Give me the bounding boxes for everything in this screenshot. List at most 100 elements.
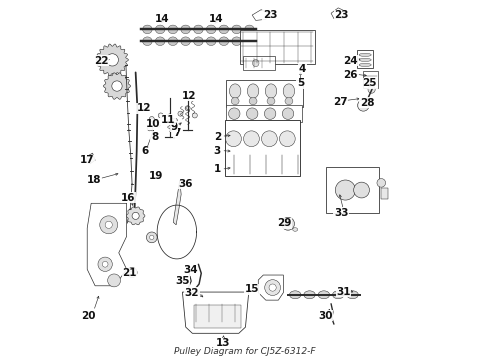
Circle shape <box>98 257 112 271</box>
Circle shape <box>132 212 139 219</box>
Text: 3: 3 <box>214 146 221 156</box>
Circle shape <box>265 108 276 120</box>
Ellipse shape <box>247 84 259 98</box>
Ellipse shape <box>359 53 371 57</box>
Circle shape <box>127 267 137 278</box>
Text: 35: 35 <box>175 276 190 286</box>
Ellipse shape <box>168 25 178 34</box>
Text: 29: 29 <box>277 218 292 228</box>
Circle shape <box>192 113 197 118</box>
Text: 19: 19 <box>149 171 163 181</box>
Circle shape <box>178 111 183 116</box>
Text: 5: 5 <box>297 78 304 88</box>
Ellipse shape <box>229 84 241 98</box>
Circle shape <box>105 221 112 228</box>
Ellipse shape <box>194 37 203 45</box>
Polygon shape <box>96 44 128 76</box>
Ellipse shape <box>265 84 277 98</box>
Polygon shape <box>103 73 130 99</box>
Ellipse shape <box>283 84 294 98</box>
Ellipse shape <box>347 291 358 299</box>
Polygon shape <box>85 153 95 164</box>
Ellipse shape <box>249 98 257 105</box>
Text: 15: 15 <box>245 284 259 294</box>
Ellipse shape <box>304 291 315 299</box>
Ellipse shape <box>181 25 191 34</box>
Ellipse shape <box>155 37 165 45</box>
Ellipse shape <box>252 59 259 67</box>
Text: 23: 23 <box>263 10 277 20</box>
Circle shape <box>100 216 118 234</box>
Text: 9: 9 <box>171 122 177 132</box>
Ellipse shape <box>359 63 371 67</box>
Circle shape <box>147 232 157 243</box>
Ellipse shape <box>232 37 242 45</box>
Circle shape <box>141 106 147 111</box>
Ellipse shape <box>232 25 242 34</box>
Circle shape <box>172 118 177 123</box>
Text: 34: 34 <box>183 265 198 275</box>
Text: 2: 2 <box>214 132 221 142</box>
Polygon shape <box>126 207 145 225</box>
Circle shape <box>354 182 369 198</box>
Text: 8: 8 <box>151 132 158 142</box>
Ellipse shape <box>206 37 216 45</box>
Circle shape <box>130 270 134 275</box>
Text: 24: 24 <box>343 56 358 66</box>
FancyBboxPatch shape <box>224 120 300 176</box>
Polygon shape <box>173 180 181 225</box>
Ellipse shape <box>318 291 330 299</box>
Text: 27: 27 <box>333 97 347 107</box>
Circle shape <box>262 131 277 147</box>
Text: 14: 14 <box>209 14 223 24</box>
FancyBboxPatch shape <box>364 71 378 88</box>
Text: 10: 10 <box>147 120 161 129</box>
Ellipse shape <box>181 37 191 45</box>
Circle shape <box>112 81 122 91</box>
Text: 6: 6 <box>141 146 148 156</box>
Text: 23: 23 <box>335 10 349 20</box>
Text: 12: 12 <box>182 91 196 101</box>
Text: 14: 14 <box>155 14 170 24</box>
Text: 25: 25 <box>363 78 377 88</box>
FancyBboxPatch shape <box>381 188 389 199</box>
Circle shape <box>149 117 154 122</box>
Ellipse shape <box>285 98 293 105</box>
FancyBboxPatch shape <box>357 50 373 68</box>
Text: 31: 31 <box>336 287 351 297</box>
Ellipse shape <box>290 291 301 299</box>
Text: 28: 28 <box>360 98 374 108</box>
Text: 26: 26 <box>343 70 358 80</box>
Circle shape <box>269 284 276 291</box>
Circle shape <box>185 106 190 111</box>
Circle shape <box>102 261 108 267</box>
Ellipse shape <box>194 25 203 34</box>
Circle shape <box>282 217 294 230</box>
Ellipse shape <box>143 25 152 34</box>
Text: 7: 7 <box>173 128 180 138</box>
FancyBboxPatch shape <box>226 81 303 107</box>
FancyBboxPatch shape <box>240 30 315 64</box>
Ellipse shape <box>245 25 254 34</box>
Polygon shape <box>87 203 126 286</box>
Text: Pulley Diagram for CJ5Z-6312-F: Pulley Diagram for CJ5Z-6312-F <box>174 347 316 356</box>
Text: 33: 33 <box>334 208 348 218</box>
Circle shape <box>156 122 161 127</box>
Circle shape <box>265 280 280 296</box>
Ellipse shape <box>168 37 178 45</box>
Ellipse shape <box>293 228 298 231</box>
Ellipse shape <box>219 37 229 45</box>
Text: 32: 32 <box>185 288 199 298</box>
Ellipse shape <box>231 98 239 105</box>
Circle shape <box>149 235 154 239</box>
Text: 16: 16 <box>121 193 136 203</box>
Circle shape <box>246 108 258 120</box>
Text: 13: 13 <box>216 338 231 348</box>
Text: 20: 20 <box>81 311 95 321</box>
Ellipse shape <box>206 25 216 34</box>
Polygon shape <box>252 10 269 21</box>
Circle shape <box>368 86 375 93</box>
Text: 11: 11 <box>161 115 175 125</box>
Text: 1: 1 <box>214 164 221 174</box>
Circle shape <box>108 274 121 287</box>
